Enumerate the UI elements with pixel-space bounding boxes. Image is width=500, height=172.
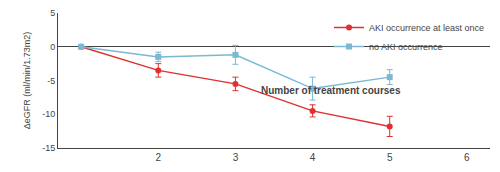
svg-text:-10: -10 — [42, 109, 55, 119]
svg-text:6: 6 — [464, 152, 470, 163]
svg-text:Number of treatment courses: Number of treatment courses — [261, 85, 401, 96]
svg-text:-15: -15 — [42, 143, 55, 153]
svg-text:5: 5 — [50, 8, 55, 18]
svg-text:ΔeGFR (ml/min/1.73m2): ΔeGFR (ml/min/1.73m2) — [22, 32, 32, 130]
svg-text:0: 0 — [50, 42, 55, 52]
svg-text:5: 5 — [387, 152, 393, 163]
svg-text:AKI occurrence at least once: AKI occurrence at least once — [369, 23, 484, 33]
svg-text:no AKI occurrence: no AKI occurrence — [369, 42, 443, 52]
svg-text:2: 2 — [156, 152, 162, 163]
svg-text:4: 4 — [310, 152, 316, 163]
svg-text:3: 3 — [233, 152, 239, 163]
svg-text:-5: -5 — [47, 76, 55, 86]
